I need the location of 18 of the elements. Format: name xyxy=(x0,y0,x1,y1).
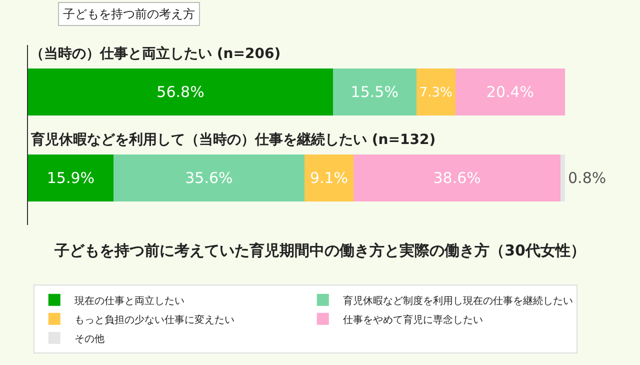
legend-label: 現在の仕事と両立したい xyxy=(74,294,184,307)
data-label: 56.8% xyxy=(156,83,204,102)
y-tick-label: （当時の）仕事と両立したい (n=206) xyxy=(30,45,281,62)
data-label: 7.3% xyxy=(419,85,452,100)
data-label: 9.1% xyxy=(310,168,348,187)
data-label: 15.5% xyxy=(350,83,398,102)
text: 子どもを持つ前に考えていた育児期間中の働き方と実際の働き方（30代女性） xyxy=(54,241,586,260)
data-label: 35.6% xyxy=(185,168,233,187)
legend-label: 育児休暇など制度を利用し現在の仕事を継続したい xyxy=(342,294,573,307)
legend-label: もっと負担の少ない仕事に変えたい xyxy=(74,314,234,326)
y-tick-label: 育児休暇などを利用して（当時の）仕事を継続したい (n=132) xyxy=(30,131,436,148)
data-label: 20.4% xyxy=(486,83,534,102)
data-label: 38.6% xyxy=(433,168,481,187)
legend-label: 仕事をやめて育児に専念したい xyxy=(342,314,483,326)
legend-label: その他 xyxy=(74,332,104,345)
data-label: 15.9% xyxy=(46,168,95,187)
chart-subtitle: 子どもを持つ前の考え方 xyxy=(63,7,195,21)
data-label: 0.8% xyxy=(568,168,606,187)
